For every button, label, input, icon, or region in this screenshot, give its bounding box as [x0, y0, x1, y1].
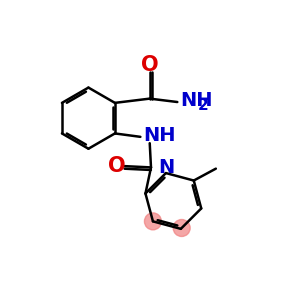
- Circle shape: [144, 213, 161, 230]
- Text: NH: NH: [181, 91, 213, 110]
- Text: O: O: [141, 55, 158, 75]
- Text: O: O: [108, 156, 126, 176]
- Text: 2: 2: [198, 98, 208, 113]
- Circle shape: [173, 220, 190, 236]
- Text: NH: NH: [143, 126, 175, 145]
- Text: N: N: [158, 158, 174, 178]
